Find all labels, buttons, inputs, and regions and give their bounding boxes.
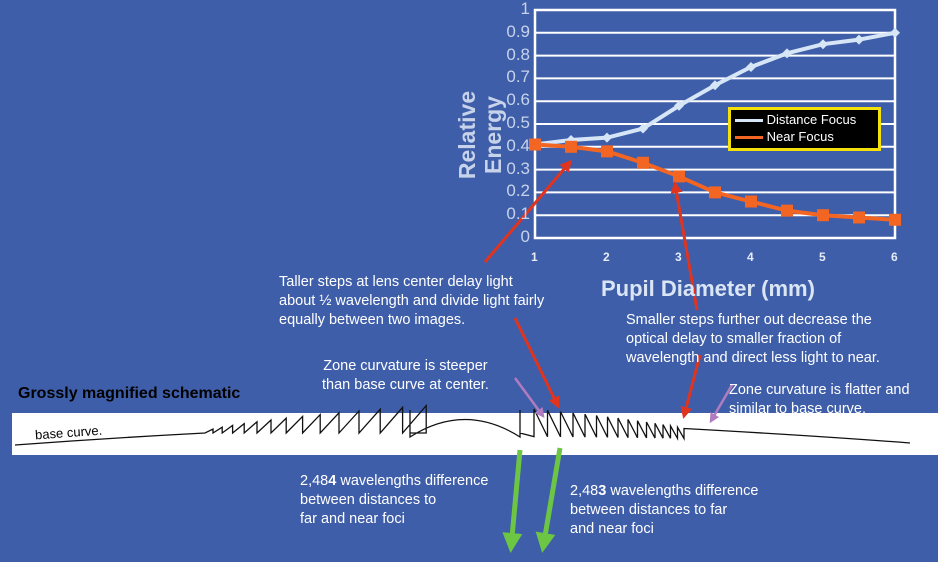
y-tick-label: 1 (520, 0, 530, 18)
legend-line-distance-icon (735, 119, 763, 123)
chart-plot (529, 8, 901, 240)
arrows (483, 159, 734, 553)
legend-label: Distance Focus (766, 112, 857, 127)
legend: Distance Focus Near Focus (728, 107, 881, 151)
schematic-title: Grossly magnified schematic (18, 385, 241, 402)
y-tick-label: 0 (520, 227, 530, 246)
red-arrow (483, 159, 572, 263)
data-point (853, 211, 865, 224)
data-point (710, 80, 720, 91)
y-tick-label: 0.3 (506, 158, 530, 178)
data-point (601, 145, 613, 158)
lens-profile (14, 403, 911, 446)
annotation-diff-right: 2,483 wavelengths difference between dis… (570, 482, 758, 539)
y-tick-label: 0.6 (506, 90, 530, 110)
legend-line-near-icon (735, 136, 763, 140)
x-tick-label: 1 (531, 250, 538, 264)
red-arrow (680, 354, 702, 419)
annotation-smaller-steps: Smaller steps further out decrease the o… (626, 312, 880, 366)
schematic-band (12, 413, 938, 455)
data-point (529, 138, 541, 151)
purple-arrow (709, 384, 734, 424)
y-axis-title: Relative Energy (454, 80, 506, 190)
data-point (782, 48, 792, 59)
y-tick-label: 0.2 (506, 181, 530, 201)
y-tick-label: 0.4 (506, 135, 530, 155)
x-tick-label: 6 (891, 250, 898, 264)
series-line (534, 142, 896, 222)
annotation-zone-steeper: Zone curvature is steeper than base curv… (322, 358, 489, 393)
text: wavelengths difference between distances… (300, 473, 489, 527)
y-tick-label: 0.7 (506, 67, 530, 87)
data-point (817, 209, 829, 222)
data-point (745, 195, 757, 208)
data-point (889, 213, 901, 226)
data-point (890, 27, 900, 38)
data-point (674, 100, 684, 111)
data-point (818, 39, 828, 50)
data-point (781, 204, 793, 217)
data-point (638, 123, 648, 134)
data-point (854, 34, 864, 45)
data-point (565, 140, 577, 153)
data-point (602, 132, 612, 143)
data-point (746, 62, 756, 72)
x-axis-title: Pupil Diameter (mm) (601, 276, 815, 301)
y-tick-label: 0.1 (506, 204, 530, 224)
x-tick-label: 2 (603, 250, 610, 264)
purple-arrow (513, 377, 545, 419)
x-tick-label: 4 (747, 250, 754, 264)
x-tick-label: 5 (819, 250, 826, 264)
annotation-zone-flatter: Zone curvature is flatter and similar to… (729, 382, 910, 417)
text-bold: 4 (328, 473, 337, 489)
legend-item-near: Near Focus (735, 129, 834, 144)
green-arrow (502, 449, 523, 553)
green-arrow (535, 447, 563, 553)
y-tick-label: 0.5 (506, 113, 530, 132)
annotation-diff-left: 2,484 wavelengths difference between dis… (300, 472, 488, 529)
text: wavelengths difference between distances… (570, 483, 759, 537)
legend-item-distance: Distance Focus (735, 112, 856, 127)
y-tick-label: 0.9 (506, 21, 530, 41)
data-point (709, 186, 721, 199)
legend-label: Near Focus (766, 129, 834, 144)
annotation-taller-steps: Taller steps at lens center delay light … (279, 274, 545, 328)
text-bold: 3 (598, 483, 607, 499)
red-arrow (670, 181, 699, 311)
text: 2,48 (300, 473, 329, 489)
data-point (673, 170, 685, 183)
text: 2,48 (570, 483, 599, 499)
y-tick-label: 0.8 (506, 44, 530, 64)
x-tick-label: 3 (675, 250, 682, 264)
data-point (637, 156, 649, 169)
y-axis-title-text: Relative Energy (454, 90, 506, 180)
red-arrow (513, 317, 560, 409)
